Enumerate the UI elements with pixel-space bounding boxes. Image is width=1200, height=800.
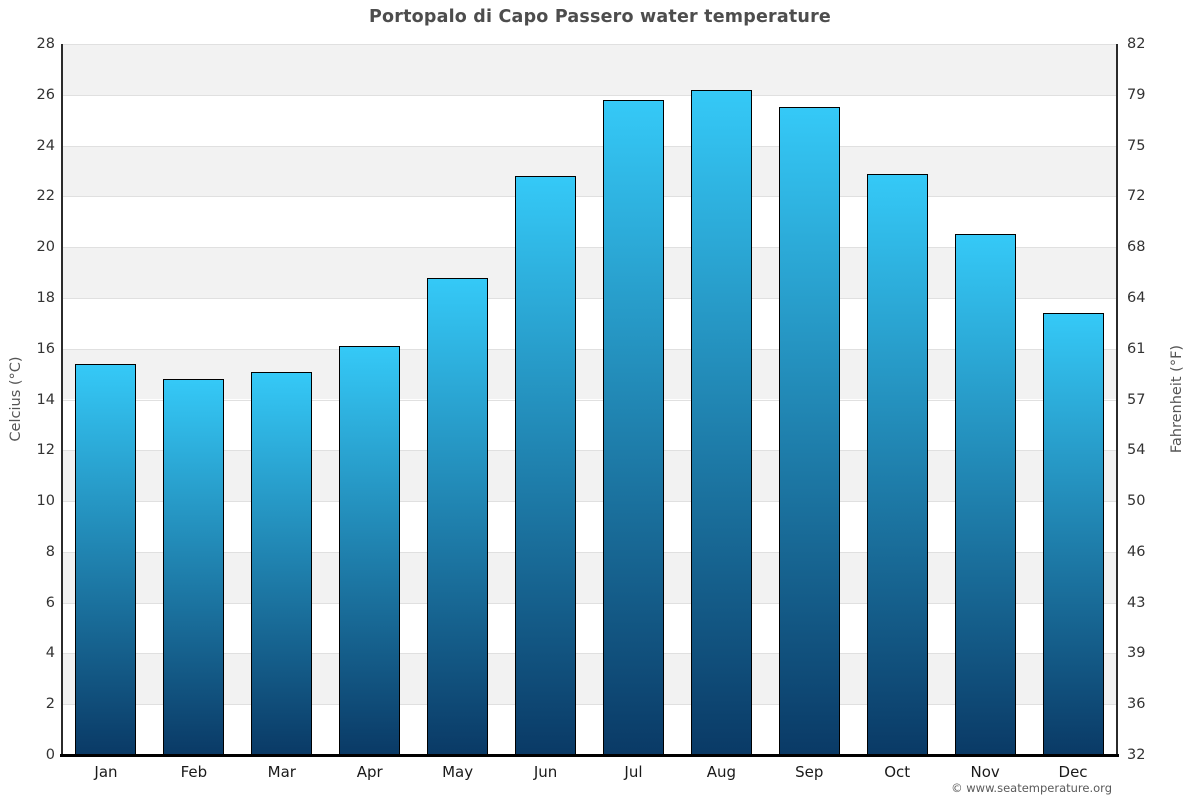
- gridline: [62, 450, 1117, 452]
- y-tick-label-fahrenheit: 72: [1127, 188, 1146, 205]
- gridline: [62, 399, 1117, 401]
- y-tick-label-celsius: 8: [45, 543, 55, 560]
- left-axis-line: [61, 44, 63, 755]
- y-tick-label-fahrenheit: 43: [1127, 594, 1146, 611]
- y-tick-label-fahrenheit: 61: [1127, 340, 1146, 357]
- grid-band: [62, 501, 1117, 552]
- y-tick-label-fahrenheit: 50: [1127, 493, 1146, 510]
- bar-jun[interactable]: [515, 176, 577, 755]
- grid-band: [62, 704, 1117, 755]
- grid-band: [62, 44, 1117, 95]
- y-tick-label-fahrenheit: 64: [1127, 289, 1146, 306]
- y-tick-label-celsius: 6: [45, 594, 55, 611]
- x-tick-label-feb: Feb: [180, 763, 208, 781]
- gridline: [62, 501, 1117, 503]
- y-tick-label-fahrenheit: 82: [1127, 36, 1146, 52]
- grid-band: [62, 551, 1117, 603]
- gridline: [62, 602, 1117, 604]
- bar-apr[interactable]: [339, 346, 401, 755]
- grid-band: [62, 450, 1117, 502]
- y-tick-label-celsius: 20: [36, 239, 55, 256]
- x-tick-label-jun: Jun: [533, 763, 558, 781]
- y-tick-label-celsius: 10: [36, 493, 55, 510]
- bottom-axis-line: [60, 754, 1119, 757]
- y-tick-label-fahrenheit: 54: [1127, 442, 1146, 459]
- grid-band: [62, 247, 1117, 298]
- gridline: [62, 196, 1117, 198]
- y-tick-label-celsius: 0: [45, 747, 55, 763]
- y-tick-label-fahrenheit: 57: [1127, 391, 1146, 408]
- x-tick-label-jan: Jan: [94, 763, 118, 781]
- y-tick-label-celsius: 4: [45, 645, 55, 662]
- grid-band: [62, 399, 1117, 451]
- x-tick-label-jul: Jul: [624, 763, 643, 781]
- y-tick-label-celsius: 22: [36, 188, 55, 205]
- y-tick-label-fahrenheit: 79: [1127, 86, 1146, 103]
- y-tick-label-fahrenheit: 36: [1127, 696, 1146, 713]
- bar-sep[interactable]: [778, 107, 840, 755]
- bar-may[interactable]: [427, 277, 489, 755]
- bar-oct[interactable]: [866, 173, 928, 755]
- x-tick-label-mar: Mar: [267, 763, 296, 781]
- y-tick-label-celsius: 2: [45, 696, 55, 713]
- bar-feb[interactable]: [163, 379, 225, 755]
- y-tick-label-celsius: 26: [36, 86, 55, 103]
- chart-title: Portopalo di Capo Passero water temperat…: [368, 7, 831, 27]
- y-tick-label-celsius: 12: [36, 442, 55, 459]
- gridline: [62, 704, 1117, 706]
- gridline: [62, 297, 1117, 299]
- x-tick-label-aug: Aug: [706, 763, 737, 781]
- gridline: [62, 247, 1117, 249]
- y-tick-label-celsius: 28: [36, 36, 55, 52]
- grid-band: [62, 653, 1117, 705]
- gridline: [62, 551, 1117, 553]
- y-tick-label-fahrenheit: 39: [1127, 645, 1146, 662]
- grid-band: [62, 145, 1117, 197]
- gridline: [62, 94, 1117, 96]
- grid-band: [62, 94, 1117, 146]
- bar-nov[interactable]: [954, 234, 1016, 755]
- gridline: [62, 145, 1117, 147]
- credit-link[interactable]: © www.seatemperature.org: [951, 781, 1112, 795]
- grid-band: [62, 297, 1117, 349]
- bar-mar[interactable]: [251, 371, 313, 755]
- x-tick-label-oct: Oct: [884, 763, 911, 781]
- y-tick-label-fahrenheit: 68: [1127, 239, 1146, 256]
- x-tick-label-apr: Apr: [356, 763, 383, 781]
- gridline: [62, 44, 1117, 45]
- x-tick-label-nov: Nov: [970, 763, 1000, 781]
- bar-aug[interactable]: [690, 89, 752, 755]
- x-tick-label-sep: Sep: [795, 763, 824, 781]
- plot-area: [62, 44, 1117, 755]
- y-tick-label-celsius: 18: [36, 289, 55, 306]
- bar-jul[interactable]: [602, 99, 664, 755]
- y-tick-label-celsius: 24: [36, 137, 55, 154]
- gridline: [62, 348, 1117, 350]
- y-tick-label-fahrenheit: 75: [1127, 137, 1146, 154]
- y-tick-label-fahrenheit: 32: [1127, 747, 1146, 763]
- y-tick-label-fahrenheit: 46: [1127, 543, 1146, 560]
- x-tick-label-dec: Dec: [1058, 763, 1088, 781]
- x-tick-label-may: May: [442, 763, 474, 781]
- bar-dec[interactable]: [1042, 313, 1104, 755]
- right-axis-line: [1116, 44, 1118, 755]
- y-tick-label-celsius: 14: [36, 391, 55, 408]
- y-tick-label-celsius: 16: [36, 340, 55, 357]
- grid-band: [62, 196, 1117, 248]
- gridline: [62, 653, 1117, 655]
- grid-band: [62, 602, 1117, 654]
- grid-band: [62, 348, 1117, 400]
- bar-jan[interactable]: [75, 363, 137, 755]
